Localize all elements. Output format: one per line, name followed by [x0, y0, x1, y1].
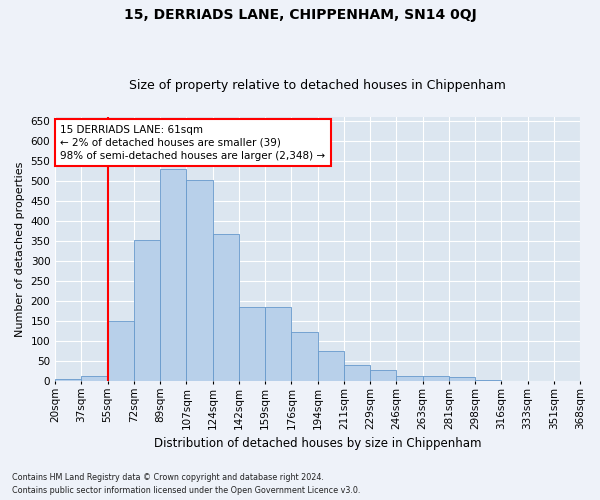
Bar — [239, 306, 265, 381]
Bar — [160, 169, 187, 381]
Bar — [82, 376, 107, 381]
X-axis label: Distribution of detached houses by size in Chippenham: Distribution of detached houses by size … — [154, 437, 481, 450]
Bar — [344, 365, 370, 381]
Bar — [292, 332, 317, 381]
Bar — [422, 376, 449, 381]
Text: 15, DERRIADS LANE, CHIPPENHAM, SN14 0QJ: 15, DERRIADS LANE, CHIPPENHAM, SN14 0QJ — [124, 8, 476, 22]
Bar — [187, 180, 212, 381]
Bar — [475, 380, 501, 381]
Bar — [265, 306, 292, 381]
Bar — [370, 370, 397, 381]
Bar — [134, 240, 160, 381]
Title: Size of property relative to detached houses in Chippenham: Size of property relative to detached ho… — [129, 79, 506, 92]
Bar — [55, 379, 82, 381]
Bar — [317, 350, 344, 381]
Text: 15 DERRIADS LANE: 61sqm
← 2% of detached houses are smaller (39)
98% of semi-det: 15 DERRIADS LANE: 61sqm ← 2% of detached… — [61, 124, 326, 161]
Y-axis label: Number of detached properties: Number of detached properties — [15, 161, 25, 336]
Text: Contains HM Land Registry data © Crown copyright and database right 2024.
Contai: Contains HM Land Registry data © Crown c… — [12, 474, 361, 495]
Bar — [397, 376, 422, 381]
Bar — [449, 377, 475, 381]
Bar — [212, 234, 239, 381]
Bar — [107, 321, 134, 381]
